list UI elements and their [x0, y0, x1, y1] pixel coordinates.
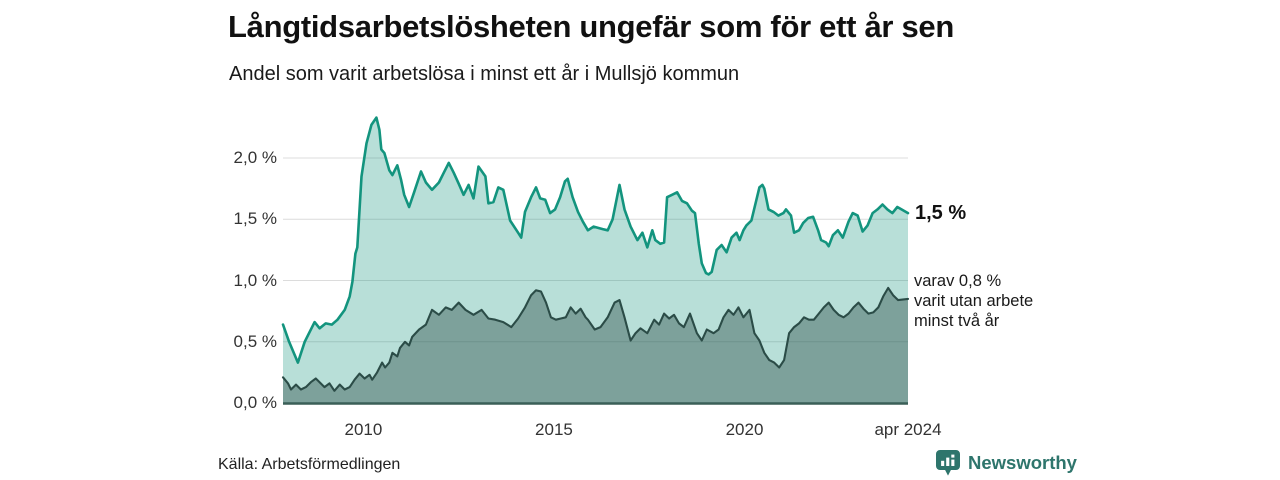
chart-subtitle: Andel som varit arbetslösa i minst ett å… [229, 63, 740, 85]
newsworthy-logo: Newsworthy [936, 450, 1077, 476]
brand-wordmark: Newsworthy [968, 452, 1077, 473]
series-area-secondary [283, 287, 908, 403]
source-caption: Källa: Arbetsförmedlingen [218, 456, 401, 473]
newsworthy-badge-icon [936, 450, 960, 476]
series-line-primary [281, 116, 910, 364]
series-line-secondary [281, 286, 910, 392]
end-value-label: 1,5 % [915, 202, 967, 224]
page-title: Långtidsarbetslösheten ungefär som för e… [228, 9, 955, 44]
series-area-primary [283, 117, 908, 403]
series-two-annotation: varav 0,8 % varit utan arbete minst två … [914, 272, 1034, 331]
